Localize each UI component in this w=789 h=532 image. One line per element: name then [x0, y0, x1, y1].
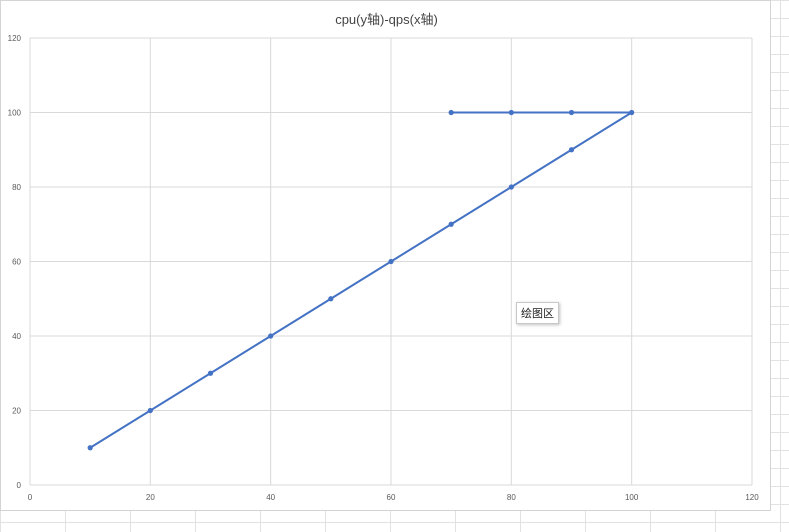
chart-title: cpu(y轴)-qps(x轴): [335, 12, 438, 27]
plot-area-tooltip: 绘图区: [516, 302, 559, 324]
y-tick-label: 40: [12, 332, 21, 341]
data-point[interactable]: [508, 109, 514, 116]
y-tick-label: 80: [12, 183, 21, 192]
data-point[interactable]: [268, 333, 274, 339]
data-point[interactable]: [568, 109, 575, 116]
x-tick-label: 20: [146, 493, 155, 502]
x-tick-label: 100: [625, 493, 639, 502]
data-point[interactable]: [508, 184, 514, 190]
series-layer[interactable]: [87, 109, 635, 451]
x-tick-label: 80: [507, 493, 516, 502]
y-tick-label: 60: [12, 258, 21, 267]
data-point[interactable]: [568, 147, 575, 153]
y-tick-label: 100: [8, 109, 22, 118]
data-point[interactable]: [448, 221, 454, 227]
chart-object[interactable]: cpu(y轴)-qps(x轴): [0, 0, 771, 511]
x-tick-label: 60: [387, 493, 396, 502]
x-tick-label: 40: [266, 493, 275, 502]
x-tick-label: 0: [28, 493, 33, 502]
tick-labels: 0 20 40 60 80 100 120 0 20 40 60 80 100 120: [8, 34, 760, 502]
series-line[interactable]: [89, 111, 633, 449]
data-point[interactable]: [388, 258, 394, 265]
data-point[interactable]: [629, 109, 635, 116]
data-point[interactable]: [147, 407, 153, 414]
y-tick-label: 20: [12, 407, 21, 416]
data-point[interactable]: [207, 370, 214, 376]
data-point[interactable]: [448, 109, 454, 116]
y-tick-label: 0: [17, 481, 22, 490]
x-tick-label: 120: [745, 493, 759, 502]
y-tick-label: 120: [8, 34, 22, 43]
data-point[interactable]: [328, 296, 334, 302]
data-point[interactable]: [87, 445, 93, 451]
